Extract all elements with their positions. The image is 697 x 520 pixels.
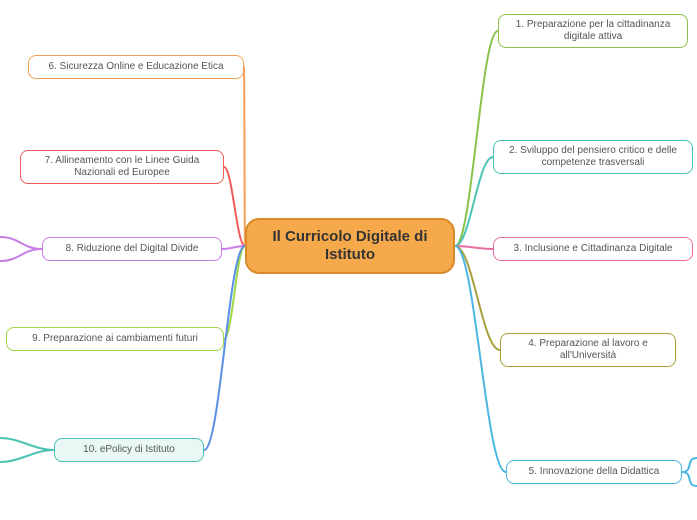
branch-node-label: 8. Riduzione del Digital Divide (66, 243, 199, 255)
center-node-label: Il Curricolo Digitale di Istituto (257, 228, 443, 264)
branch-node-n6[interactable]: 6. Sicurezza Online e Educazione Etica (28, 55, 244, 79)
branch-node-n8[interactable]: 8. Riduzione del Digital Divide (42, 237, 222, 261)
branch-node-label: 5. Innovazione della Didattica (529, 466, 660, 478)
branch-node-label: 6. Sicurezza Online e Educazione Etica (48, 61, 223, 73)
branch-node-n9[interactable]: 9. Preparazione ai cambiamenti futuri (6, 327, 224, 351)
branch-node-n5[interactable]: 5. Innovazione della Didattica (506, 460, 682, 484)
branch-node-label: 10. ePolicy di Istituto (83, 444, 175, 456)
branch-node-n7[interactable]: 7. Allineamento con le Linee Guida Nazio… (20, 150, 224, 184)
branch-node-label: 2. Sviluppo del pensiero critico e delle… (504, 145, 682, 169)
branch-node-label: 9. Preparazione ai cambiamenti futuri (32, 333, 198, 345)
center-node[interactable]: Il Curricolo Digitale di Istituto (245, 218, 455, 274)
branch-node-label: 4. Preparazione al lavoro e all'Universi… (511, 338, 665, 362)
branch-node-n10[interactable]: 10. ePolicy di Istituto (54, 438, 204, 462)
branch-node-n2[interactable]: 2. Sviluppo del pensiero critico e delle… (493, 140, 693, 174)
branch-node-label: 7. Allineamento con le Linee Guida Nazio… (31, 155, 213, 179)
branch-node-n1[interactable]: 1. Preparazione per la cittadinanza digi… (498, 14, 688, 48)
branch-node-label: 3. Inclusione e Cittadinanza Digitale (514, 243, 673, 255)
mindmap-canvas: Il Curricolo Digitale di Istituto 1. Prep… (0, 0, 697, 520)
branch-node-n3[interactable]: 3. Inclusione e Cittadinanza Digitale (493, 237, 693, 261)
branch-node-label: 1. Preparazione per la cittadinanza digi… (509, 19, 677, 43)
branch-node-n4[interactable]: 4. Preparazione al lavoro e all'Universi… (500, 333, 676, 367)
